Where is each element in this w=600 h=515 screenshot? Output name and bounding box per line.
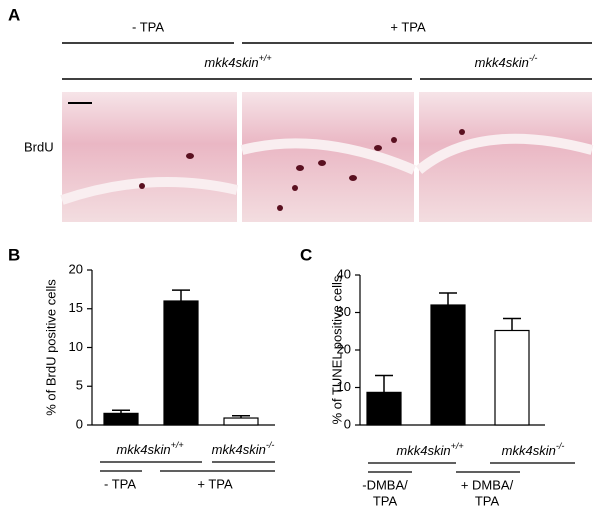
bar — [430, 304, 466, 426]
genotype-sup: -/- — [556, 441, 565, 451]
micrograph — [62, 92, 237, 222]
genotype: mkk4skin — [204, 55, 258, 70]
y-tick-label: 20 — [337, 341, 351, 356]
treatment-label: TPA — [475, 493, 500, 508]
group-label: mkk4skin+/+ — [116, 440, 183, 457]
y-tick-label: 10 — [69, 339, 83, 354]
y-tick-label: 20 — [69, 261, 83, 276]
genotype: mkk4skin — [116, 442, 170, 457]
header: - TPA — [132, 19, 164, 34]
genotype: mkk4skin — [475, 55, 529, 70]
treatment-label: + TPA — [197, 476, 233, 491]
y-tick-label: 0 — [344, 416, 351, 431]
micrographs — [60, 92, 594, 222]
y-tick-label: 40 — [337, 266, 351, 281]
y-tick-label: 10 — [337, 379, 351, 394]
panel-label: C — [300, 245, 312, 264]
bar — [223, 417, 259, 426]
genotype-sup: -/- — [529, 53, 538, 63]
treatment-label: -DMBA/ — [362, 477, 408, 492]
bar — [494, 329, 530, 426]
y-axis-title: % of TUNEL positive cells — [329, 275, 344, 424]
genotype-sup: +/+ — [259, 53, 272, 63]
row-label: BrdU — [24, 139, 54, 154]
header: + TPA — [390, 19, 426, 34]
y-tick-label: 5 — [76, 378, 83, 393]
group-label: mkk4skin-/- — [502, 441, 565, 458]
y-tick-label: 0 — [76, 416, 83, 431]
genotype: mkk4skin — [212, 442, 266, 457]
y-tick-label: 15 — [69, 300, 83, 315]
treatment-label: + DMBA/ — [461, 477, 514, 492]
genotype: mkk4skin — [502, 443, 556, 458]
bar — [366, 391, 402, 426]
bar — [163, 300, 199, 426]
bar — [103, 412, 139, 426]
genotype-sup: +/+ — [171, 440, 184, 450]
group-label: mkk4skin-/- — [212, 440, 275, 457]
panel-label: A — [8, 5, 20, 24]
y-axis-title: % of BrdU positive cells — [43, 279, 58, 416]
panel-label: B — [8, 245, 20, 264]
genotype-header: mkk4skin+/+ — [204, 53, 271, 70]
genotype: mkk4skin — [396, 443, 450, 458]
genotype-sup: +/+ — [451, 441, 464, 451]
treatment-label: - TPA — [104, 476, 136, 491]
group-label: mkk4skin+/+ — [396, 441, 463, 458]
genotype-sup: -/- — [266, 440, 275, 450]
genotype-header: mkk4skin-/- — [475, 53, 538, 70]
y-tick-label: 30 — [337, 304, 351, 319]
treatment-label: TPA — [373, 493, 398, 508]
